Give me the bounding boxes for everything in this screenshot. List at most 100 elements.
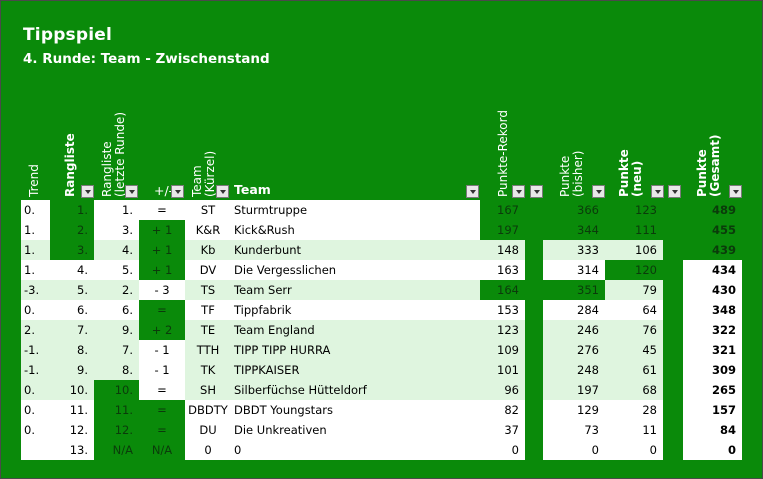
rekord-cell[interactable]: 101: [480, 360, 525, 380]
change-cell[interactable]: =: [139, 380, 185, 400]
rank-cell[interactable]: 8.: [50, 340, 94, 360]
trend-cell[interactable]: -1.: [21, 340, 50, 360]
gesamt-cell[interactable]: 321: [683, 340, 742, 360]
prev-rank-cell[interactable]: 9.: [94, 320, 139, 340]
team-name-cell[interactable]: Kick&Rush: [231, 220, 480, 240]
neu-cell[interactable]: 0: [605, 440, 663, 460]
prev-rank-cell[interactable]: 8.: [94, 360, 139, 380]
team-short-cell[interactable]: TF: [185, 300, 231, 320]
trend-cell[interactable]: 0.: [21, 420, 50, 440]
rekord-cell[interactable]: 82: [480, 400, 525, 420]
trend-cell[interactable]: 0.: [21, 200, 50, 220]
rekord-cell[interactable]: 148: [480, 240, 525, 260]
bisher-cell[interactable]: 73: [543, 420, 605, 440]
gesamt-cell[interactable]: 0: [683, 440, 742, 460]
team-name-cell[interactable]: 0: [231, 440, 480, 460]
bisher-cell[interactable]: 246: [543, 320, 605, 340]
filter-dropdown-bisher[interactable]: [592, 185, 605, 198]
team-short-cell[interactable]: TE: [185, 320, 231, 340]
gesamt-cell[interactable]: 455: [683, 220, 742, 240]
rekord-cell[interactable]: 167: [480, 200, 525, 220]
change-cell[interactable]: =: [139, 200, 185, 220]
change-cell[interactable]: + 1: [139, 240, 185, 260]
team-short-cell[interactable]: 0: [185, 440, 231, 460]
gesamt-cell[interactable]: 84: [683, 420, 742, 440]
team-name-cell[interactable]: Team Serr: [231, 280, 480, 300]
gesamt-cell[interactable]: 322: [683, 320, 742, 340]
neu-cell[interactable]: 28: [605, 400, 663, 420]
prev-rank-cell[interactable]: 3.: [94, 220, 139, 240]
change-cell[interactable]: - 1: [139, 360, 185, 380]
change-cell[interactable]: N/A: [139, 440, 185, 460]
prev-rank-cell[interactable]: 7.: [94, 340, 139, 360]
rekord-cell[interactable]: 164: [480, 280, 525, 300]
trend-cell[interactable]: 1.: [21, 260, 50, 280]
neu-cell[interactable]: 123: [605, 200, 663, 220]
team-short-cell[interactable]: ST: [185, 200, 231, 220]
filter-dropdown-rangliste[interactable]: [81, 185, 94, 198]
team-name-cell[interactable]: DBDT Youngstars: [231, 400, 480, 420]
change-cell[interactable]: =: [139, 400, 185, 420]
rank-cell[interactable]: 13.: [50, 440, 94, 460]
prev-rank-cell[interactable]: N/A: [94, 440, 139, 460]
prev-rank-cell[interactable]: 2.: [94, 280, 139, 300]
prev-rank-cell[interactable]: 1.: [94, 200, 139, 220]
gesamt-cell[interactable]: 439: [683, 240, 742, 260]
gesamt-cell[interactable]: 489: [683, 200, 742, 220]
trend-cell[interactable]: 2.: [21, 320, 50, 340]
team-name-cell[interactable]: Kunderbunt: [231, 240, 480, 260]
gesamt-cell[interactable]: 348: [683, 300, 742, 320]
team-short-cell[interactable]: DV: [185, 260, 231, 280]
team-short-cell[interactable]: DBDTY: [185, 400, 231, 420]
rank-cell[interactable]: 4.: [50, 260, 94, 280]
change-cell[interactable]: + 2: [139, 320, 185, 340]
rank-cell[interactable]: 7.: [50, 320, 94, 340]
team-name-cell[interactable]: Die Unkreativen: [231, 420, 480, 440]
rekord-cell[interactable]: 96: [480, 380, 525, 400]
filter-dropdown-gesamt[interactable]: [729, 185, 742, 198]
bisher-cell[interactable]: 0: [543, 440, 605, 460]
trend-cell[interactable]: -1.: [21, 360, 50, 380]
team-name-cell[interactable]: TIPPKAISER: [231, 360, 480, 380]
bisher-cell[interactable]: 276: [543, 340, 605, 360]
bisher-cell[interactable]: 248: [543, 360, 605, 380]
trend-cell[interactable]: 1.: [21, 240, 50, 260]
trend-cell[interactable]: 1.: [21, 220, 50, 240]
prev-rank-cell[interactable]: 10.: [94, 380, 139, 400]
bisher-cell[interactable]: 333: [543, 240, 605, 260]
bisher-cell[interactable]: 314: [543, 260, 605, 280]
rank-cell[interactable]: 10.: [50, 380, 94, 400]
change-cell[interactable]: - 1: [139, 340, 185, 360]
neu-cell[interactable]: 76: [605, 320, 663, 340]
trend-cell[interactable]: 0.: [21, 300, 50, 320]
gesamt-cell[interactable]: 434: [683, 260, 742, 280]
gesamt-cell[interactable]: 265: [683, 380, 742, 400]
neu-cell[interactable]: 68: [605, 380, 663, 400]
bisher-cell[interactable]: 129: [543, 400, 605, 420]
filter-dropdown-rangliste-prev[interactable]: [125, 185, 138, 198]
neu-cell[interactable]: 79: [605, 280, 663, 300]
filter-dropdown-team[interactable]: [466, 185, 479, 198]
rank-cell[interactable]: 2.: [50, 220, 94, 240]
team-short-cell[interactable]: TS: [185, 280, 231, 300]
neu-cell[interactable]: 64: [605, 300, 663, 320]
filter-dropdown-rekord-2[interactable]: [530, 185, 543, 198]
neu-cell[interactable]: 106: [605, 240, 663, 260]
bisher-cell[interactable]: 197: [543, 380, 605, 400]
change-cell[interactable]: + 1: [139, 260, 185, 280]
team-name-cell[interactable]: Team England: [231, 320, 480, 340]
trend-cell[interactable]: [21, 440, 50, 460]
team-name-cell[interactable]: TIPP TIPP HURRA: [231, 340, 480, 360]
neu-cell[interactable]: 120: [605, 260, 663, 280]
team-short-cell[interactable]: TTH: [185, 340, 231, 360]
rekord-cell[interactable]: 37: [480, 420, 525, 440]
rank-cell[interactable]: 1.: [50, 200, 94, 220]
trend-cell[interactable]: 0.: [21, 400, 50, 420]
bisher-cell[interactable]: 284: [543, 300, 605, 320]
rank-cell[interactable]: 12.: [50, 420, 94, 440]
bisher-cell[interactable]: 366: [543, 200, 605, 220]
team-short-cell[interactable]: Kb: [185, 240, 231, 260]
prev-rank-cell[interactable]: 11.: [94, 400, 139, 420]
trend-cell[interactable]: -3.: [21, 280, 50, 300]
rank-cell[interactable]: 11.: [50, 400, 94, 420]
